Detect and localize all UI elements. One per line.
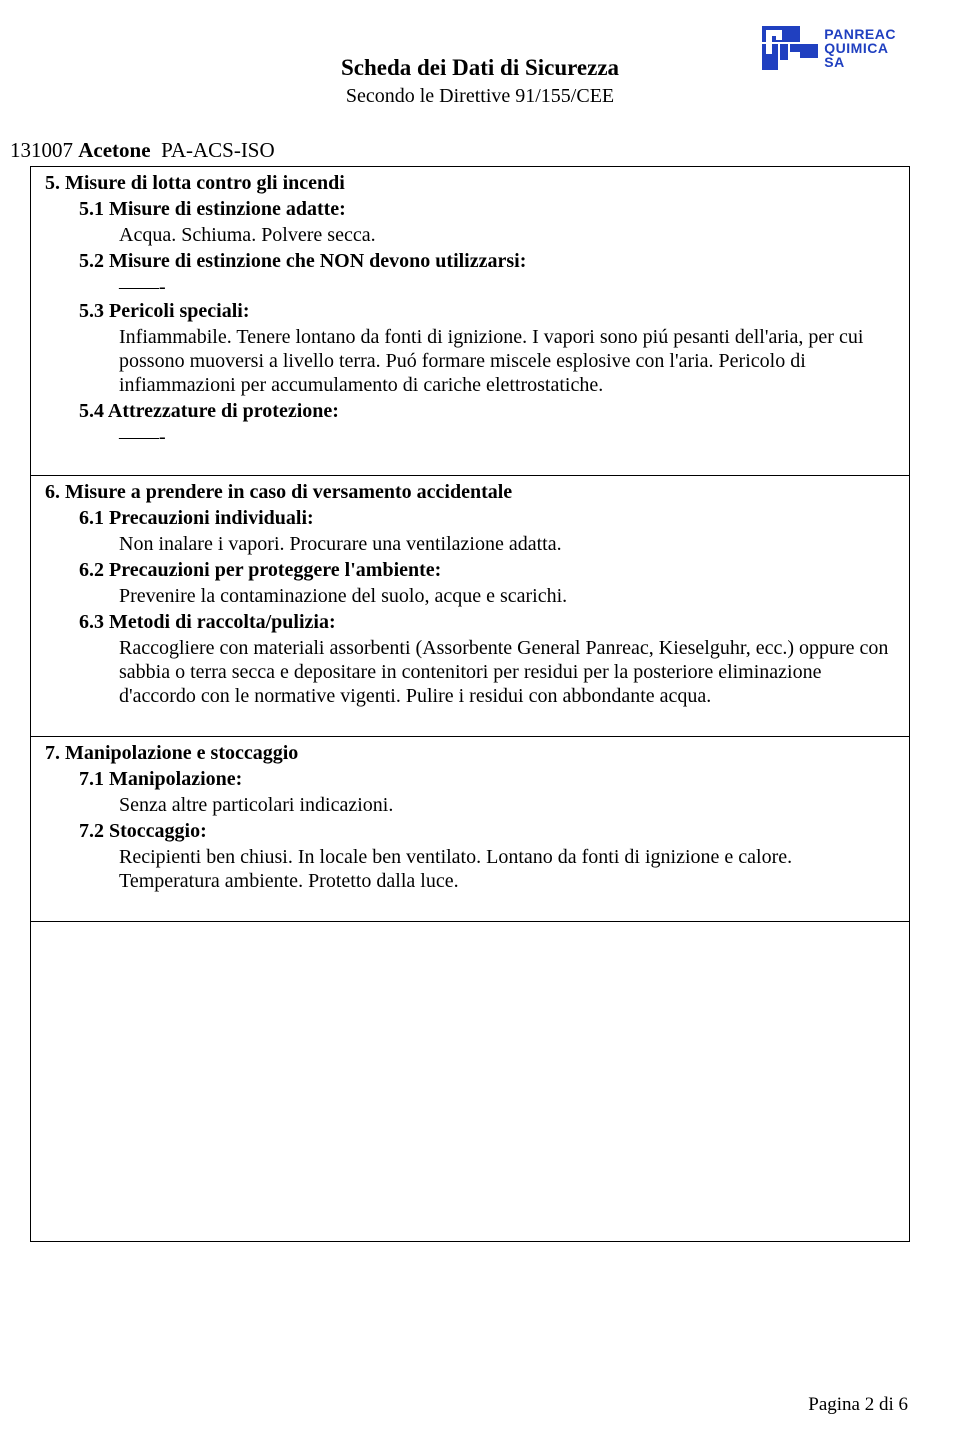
sub-6-3-head: 6.3 Metodi di raccolta/pulizia:: [79, 610, 895, 634]
sub-5-1-head: 5.1 Misure di estinzione adatte:: [79, 197, 895, 221]
sub-5-4-head: 5.4 Attrezzature di protezione:: [79, 399, 895, 423]
document-id: 131007 Acetone PA-ACS-ISO: [10, 138, 275, 163]
sub-7-1-head: 7.1 Manipolazione:: [79, 767, 895, 791]
sub-5-2-body: ——-: [119, 275, 895, 299]
section-5-title: 5. Misure di lotta contro gli incendi: [45, 171, 895, 195]
logo-line2: QUIMICA: [824, 41, 896, 55]
doc-name: Acetone: [78, 138, 150, 162]
sub-5-3-body: Infiammabile. Tenere lontano da fonti di…: [119, 325, 895, 397]
section-7: 7. Manipolazione e stoccaggio 7.1 Manipo…: [31, 736, 909, 921]
sub-6-3-body: Raccogliere con materiali assorbenti (As…: [119, 636, 895, 708]
sub-6-1-head: 6.1 Precauzioni individuali:: [79, 506, 895, 530]
section-5: 5. Misure di lotta contro gli incendi 5.…: [31, 167, 909, 475]
sub-5-4-body: ——-: [119, 425, 895, 449]
logo-line1: PANREAC: [824, 27, 896, 41]
empty-section: [31, 921, 909, 1241]
sub-5-3-head: 5.3 Pericoli speciali:: [79, 299, 895, 323]
page-number: Pagina 2 di 6: [808, 1394, 908, 1417]
sub-7-2-head: 7.2 Stoccaggio:: [79, 819, 895, 843]
content-frame: 5. Misure di lotta contro gli incendi 5.…: [30, 166, 910, 1242]
section-7-title: 7. Manipolazione e stoccaggio: [45, 741, 895, 765]
sub-6-2-body: Prevenire la contaminazione del suolo, a…: [119, 584, 895, 608]
page-header: Scheda dei Dati di Sicurezza Secondo le …: [0, 54, 960, 108]
header-subtitle: Secondo le Direttive 91/155/CEE: [0, 84, 960, 108]
sub-5-1-body: Acqua. Schiuma. Polvere secca.: [119, 223, 895, 247]
doc-code: 131007: [10, 138, 73, 162]
section-6-title: 6. Misure a prendere in caso di versamen…: [45, 480, 895, 504]
sub-6-2-head: 6.2 Precauzioni per proteggere l'ambient…: [79, 558, 895, 582]
sub-5-2-head: 5.2 Misure di estinzione che NON devono …: [79, 249, 895, 273]
header-title: Scheda dei Dati di Sicurezza: [0, 54, 960, 82]
doc-spec: PA-ACS-ISO: [161, 138, 275, 162]
sub-7-2-body: Recipienti ben chiusi. In locale ben ven…: [119, 845, 895, 893]
sub-6-1-body: Non inalare i vapori. Procurare una vent…: [119, 532, 895, 556]
section-6: 6. Misure a prendere in caso di versamen…: [31, 475, 909, 736]
sub-7-1-body: Senza altre particolari indicazioni.: [119, 793, 895, 817]
